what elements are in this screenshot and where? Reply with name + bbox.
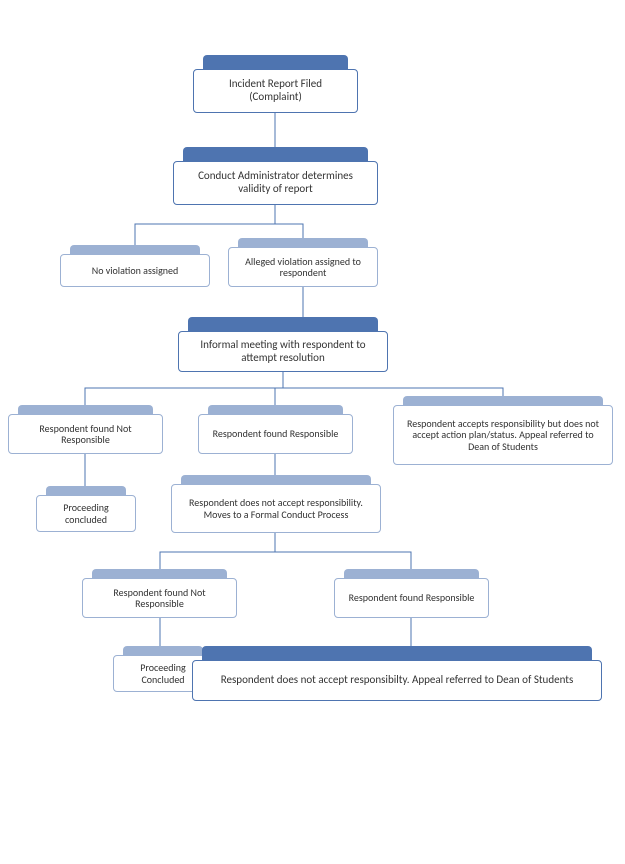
node-box: Alleged violation assigned to respondent <box>228 247 378 287</box>
node-box: Respondent accepts responsibility but do… <box>393 405 613 465</box>
flowchart-node: Conduct Administrator determines validit… <box>173 147 378 205</box>
node-tab <box>203 55 348 69</box>
node-box: Incident Report Filed (Complaint) <box>193 69 358 113</box>
node-label: Proceeding concluded <box>45 502 127 525</box>
node-tab <box>181 475 371 484</box>
node-tab <box>183 147 368 161</box>
node-box: Respondent found Not Responsible <box>82 578 237 618</box>
flowchart-node: Proceeding concluded <box>36 486 136 532</box>
node-label: Respondent does not accept responsibilit… <box>180 497 372 520</box>
node-tab <box>18 405 153 414</box>
node-box: Respondent does not accept responsibilty… <box>192 660 602 701</box>
flowchart-node: Alleged violation assigned to respondent <box>228 238 378 287</box>
node-box: Conduct Administrator determines validit… <box>173 161 378 205</box>
node-label: Respondent does not accept responsibilty… <box>221 674 574 687</box>
node-label: Conduct Administrator determines validit… <box>182 170 369 195</box>
flowchart-node: Respondent found Not Responsible <box>8 405 163 454</box>
flowchart-node: Respondent does not accept responsibilty… <box>192 646 602 701</box>
node-box: Proceeding concluded <box>36 495 136 532</box>
node-box: Respondent found Not Responsible <box>8 414 163 454</box>
flowchart-node: No violation assigned <box>60 245 210 287</box>
flowchart-node: Incident Report Filed (Complaint) <box>193 55 358 113</box>
node-box: Respondent found Responsible <box>334 578 489 618</box>
node-tab <box>403 396 603 405</box>
node-box: Respondent found Responsible <box>198 414 353 454</box>
node-label: Respondent found Not Responsible <box>17 423 154 446</box>
node-label: No violation assigned <box>92 265 179 277</box>
node-tab <box>188 317 378 331</box>
node-tab <box>70 245 200 254</box>
node-label: Respondent accepts responsibility but do… <box>402 418 604 453</box>
node-label: Informal meeting with respondent to atte… <box>187 339 379 364</box>
node-label: Incident Report Filed (Complaint) <box>202 78 349 103</box>
node-box: Respondent does not accept responsibilit… <box>171 484 381 533</box>
node-tab <box>123 646 203 655</box>
node-box: No violation assigned <box>60 254 210 287</box>
node-box: Informal meeting with respondent to atte… <box>178 331 388 372</box>
node-tab <box>238 238 368 247</box>
flowchart-node: Respondent does not accept responsibilit… <box>171 475 381 533</box>
node-tab <box>46 486 126 495</box>
flowchart-node: Respondent found Responsible <box>334 569 489 618</box>
flowchart-node: Respondent accepts responsibility but do… <box>393 396 613 465</box>
node-tab <box>92 569 227 578</box>
node-tab <box>208 405 343 414</box>
node-label: Respondent found Responsible <box>349 592 475 604</box>
flowchart-node: Respondent found Not Responsible <box>82 569 237 618</box>
node-tab <box>202 646 592 660</box>
node-label: Respondent found Responsible <box>213 428 339 440</box>
node-label: Respondent found Not Responsible <box>91 587 228 610</box>
node-label: Alleged violation assigned to respondent <box>237 256 369 279</box>
flowchart-node: Informal meeting with respondent to atte… <box>178 317 388 372</box>
flowchart-node: Respondent found Responsible <box>198 405 353 454</box>
node-tab <box>344 569 479 578</box>
